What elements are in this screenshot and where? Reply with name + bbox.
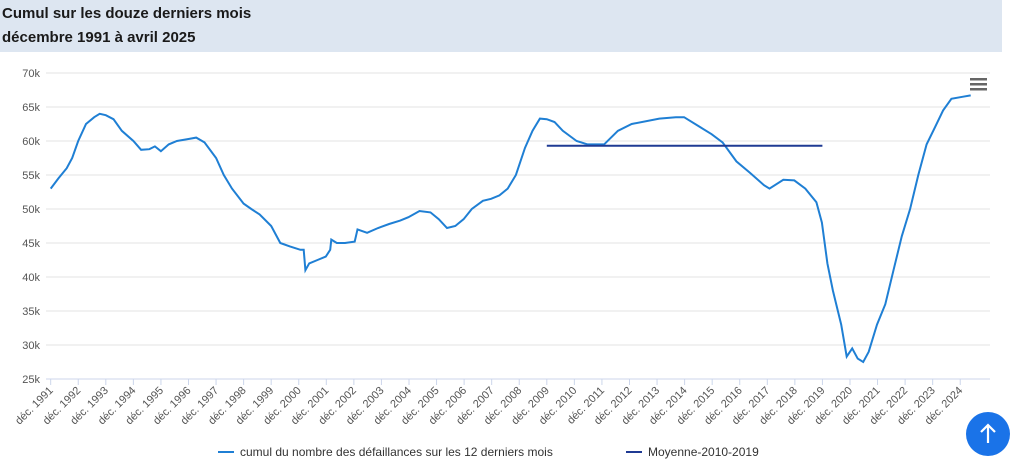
menu-icon[interactable] <box>970 78 987 91</box>
y-tick-label: 25k <box>22 374 40 386</box>
y-tick-label: 50k <box>22 204 40 216</box>
y-tick-label: 55k <box>22 170 40 182</box>
y-tick-label: 70k <box>22 68 40 80</box>
y-tick-label: 45k <box>22 238 40 250</box>
chart-title: Cumul sur les douze derniers mois <box>2 5 251 22</box>
series-line <box>49 94 971 364</box>
legend-label: cumul du nombre des défaillances sur les… <box>240 445 553 459</box>
scroll-top-button[interactable] <box>966 412 1010 456</box>
y-tick-label: 60k <box>22 136 40 148</box>
legend-label: Moyenne-2010-2019 <box>648 445 759 459</box>
y-tick-label: 35k <box>22 306 40 318</box>
chart-subtitle: décembre 1991 à avril 2025 <box>2 29 195 46</box>
y-tick-label: 30k <box>22 340 40 352</box>
y-tick-label: 65k <box>22 102 40 114</box>
y-tick-label: 40k <box>22 272 40 284</box>
header <box>0 0 1002 52</box>
